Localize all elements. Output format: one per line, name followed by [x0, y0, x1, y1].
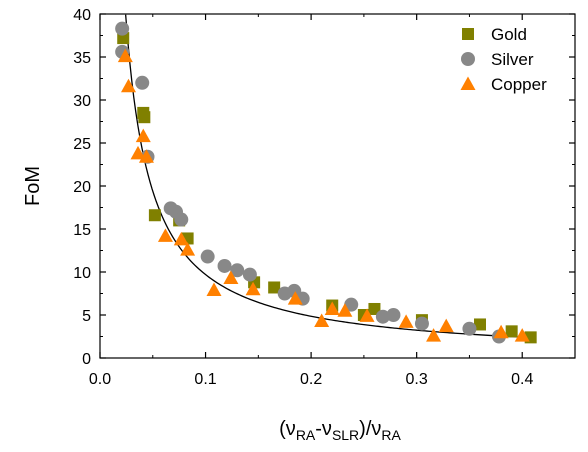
silver-point	[414, 316, 429, 331]
copper-point	[438, 318, 454, 333]
copper-point	[157, 228, 173, 242]
y-tick-label: 15	[73, 222, 91, 239]
copper-point	[287, 291, 303, 305]
gold-point	[368, 302, 381, 315]
copper-point	[314, 313, 330, 328]
x-tick-label: 0.2	[300, 371, 322, 388]
y-tick-label: 10	[73, 265, 91, 282]
silver-point	[344, 297, 359, 312]
copper-point	[138, 149, 154, 163]
legend-label-silver: Silver	[491, 50, 534, 69]
copper-point	[398, 314, 414, 328]
y-tick-label: 40	[73, 7, 91, 24]
legend-label-gold: Gold	[491, 25, 527, 44]
x-axis-title: (νRA-νSLR)/νRA	[279, 418, 401, 443]
series-copper	[117, 48, 530, 342]
x-axis-title-part: (ν	[279, 418, 296, 440]
x-axis-title-subscript: RA	[381, 427, 401, 443]
copper-point	[337, 303, 353, 317]
copper-point	[121, 78, 136, 93]
x-tick-label: 0.1	[194, 371, 216, 388]
y-tick-label: 20	[73, 179, 91, 196]
x-axis-title-part: )/ν	[359, 418, 381, 440]
silver-point	[200, 249, 215, 264]
silver-point	[217, 258, 232, 273]
silver-point	[462, 321, 477, 336]
silver-point	[135, 75, 150, 90]
x-tick-label: 0.3	[406, 371, 428, 388]
axes	[99, 13, 576, 359]
y-tick-label: 35	[73, 50, 91, 67]
x-axis-title-subscript: RA	[296, 427, 316, 443]
y-axis-title: FoM	[22, 166, 44, 206]
gold-point	[505, 325, 518, 338]
copper-point	[324, 301, 340, 315]
copper-point	[206, 282, 222, 297]
legend-label-copper: Copper	[491, 75, 547, 94]
gold-point	[268, 281, 281, 294]
copper-point	[173, 231, 189, 246]
silver-point	[174, 212, 189, 227]
copper-point	[514, 328, 530, 342]
silver-point	[115, 21, 130, 36]
silver-point	[386, 308, 401, 322]
copper-point	[359, 308, 375, 322]
silver-point	[375, 309, 390, 324]
copper-point	[130, 145, 146, 160]
gold-point	[474, 318, 486, 331]
series-silver	[115, 21, 506, 344]
x-tick-label: 0.0	[89, 371, 111, 388]
x-tick-label: 0.4	[511, 371, 533, 388]
copper-point	[180, 242, 196, 256]
silver-point	[242, 267, 257, 282]
copper-point	[117, 48, 133, 63]
gold-point	[148, 209, 161, 222]
y-tick-label: 0	[82, 351, 91, 368]
legend-marker-gold	[462, 28, 474, 40]
copper-point	[493, 324, 509, 339]
copper-point	[135, 128, 151, 143]
data-markers	[115, 21, 537, 344]
copper-point	[426, 328, 442, 342]
silver-point	[230, 263, 245, 278]
y-tick-label: 25	[73, 136, 91, 153]
x-axis-title-subscript: SLR	[332, 427, 359, 443]
tick-labels: 0.0 0.1 0.2 0.3 0.4 0 5 10 15 20 25 30 35 40	[73, 7, 533, 388]
y-tick-label: 5	[82, 308, 91, 325]
legend-marker-copper	[460, 76, 476, 90]
copper-point	[245, 281, 261, 296]
legend: Gold Silver Copper	[460, 25, 547, 94]
series-gold	[117, 32, 537, 344]
y-tick-label: 30	[73, 93, 91, 110]
gold-point	[138, 111, 151, 124]
legend-marker-silver	[461, 52, 475, 66]
copper-point	[223, 270, 239, 285]
x-axis-title-part: -ν	[315, 418, 332, 440]
